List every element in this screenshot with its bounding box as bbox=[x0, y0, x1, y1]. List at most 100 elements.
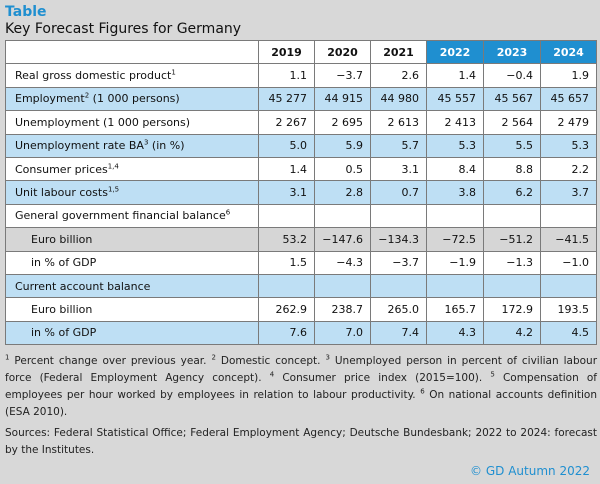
table-title: Table bbox=[5, 4, 47, 20]
cell-value: 2.2 bbox=[540, 156, 597, 182]
year-header: 2020 bbox=[314, 39, 371, 65]
table-row: Unit labour costs1,5 3.1 2.8 0.7 3.8 6.2… bbox=[5, 180, 597, 205]
cell-value: 8.4 bbox=[426, 156, 484, 182]
cell-value: −3.7 bbox=[370, 250, 427, 275]
table-row: Euro billion 262.9 238.7 265.0 165.7 172… bbox=[5, 297, 597, 322]
cell-value bbox=[483, 273, 541, 299]
cell-value: 45 277 bbox=[258, 86, 315, 112]
row-label: Unemployment (1 000 persons) bbox=[5, 110, 259, 135]
cell-value: 2 413 bbox=[426, 110, 484, 135]
cell-value: −72.5 bbox=[426, 227, 484, 252]
cell-value bbox=[258, 203, 315, 229]
row-label: Employment2 (1 000 persons) bbox=[5, 86, 259, 112]
copyright: © GD Autumn 2022 bbox=[470, 464, 590, 478]
forecast-year-header: 2022 bbox=[426, 39, 484, 65]
cell-value: 2 267 bbox=[258, 110, 315, 135]
cell-value: −3.7 bbox=[314, 63, 371, 88]
cell-value: 1.4 bbox=[258, 156, 315, 182]
cell-value: 53.2 bbox=[258, 227, 315, 252]
cell-value: 44 980 bbox=[370, 86, 427, 112]
cell-value: 5.9 bbox=[314, 133, 371, 158]
cell-value: 3.7 bbox=[540, 180, 597, 205]
cell-value: 5.3 bbox=[540, 133, 597, 158]
cell-value: −134.3 bbox=[370, 227, 427, 252]
cell-value: 0.5 bbox=[314, 156, 371, 182]
cell-value bbox=[426, 273, 484, 299]
row-label: Euro billion bbox=[5, 227, 259, 252]
cell-value: 238.7 bbox=[314, 297, 371, 322]
cell-value bbox=[314, 203, 371, 229]
row-label: Unit labour costs1,5 bbox=[5, 180, 259, 205]
cell-value bbox=[370, 203, 427, 229]
cell-value: −1.3 bbox=[483, 250, 541, 275]
row-label: in % of GDP bbox=[5, 320, 259, 346]
table-row-section: Current account balance bbox=[5, 273, 597, 299]
cell-value: 7.4 bbox=[370, 320, 427, 346]
cell-value: 45 557 bbox=[426, 86, 484, 112]
table-row: Unemployment (1 000 persons) 2 267 2 695… bbox=[5, 110, 597, 135]
cell-value: 1.4 bbox=[426, 63, 484, 88]
cell-value bbox=[426, 203, 484, 229]
cell-value: −4.3 bbox=[314, 250, 371, 275]
cell-value: 2.6 bbox=[370, 63, 427, 88]
cell-value bbox=[540, 273, 597, 299]
cell-value: 2 695 bbox=[314, 110, 371, 135]
cell-value: 44 915 bbox=[314, 86, 371, 112]
cell-value: 2 613 bbox=[370, 110, 427, 135]
cell-value: 4.3 bbox=[426, 320, 484, 346]
table-subtitle: Key Forecast Figures for Germany bbox=[5, 21, 242, 37]
table-row: in % of GDP 7.6 7.0 7.4 4.3 4.2 4.5 bbox=[5, 320, 597, 346]
cell-value: 7.0 bbox=[314, 320, 371, 346]
cell-value bbox=[370, 273, 427, 299]
cell-value: −41.5 bbox=[540, 227, 597, 252]
cell-value: 193.5 bbox=[540, 297, 597, 322]
cell-value: 172.9 bbox=[483, 297, 541, 322]
cell-value bbox=[314, 273, 371, 299]
cell-value bbox=[540, 203, 597, 229]
table-row-section: General government financial balance6 bbox=[5, 203, 597, 229]
cell-value: 1.1 bbox=[258, 63, 315, 88]
cell-value: 45 657 bbox=[540, 86, 597, 112]
cell-value: 8.8 bbox=[483, 156, 541, 182]
header-row: 2019 2020 2021 2022 2023 2024 bbox=[5, 39, 597, 65]
row-label: Euro billion bbox=[5, 297, 259, 322]
cell-value: −1.0 bbox=[540, 250, 597, 275]
table-row: Unemployment rate BA3 (in %) 5.0 5.9 5.7… bbox=[5, 133, 597, 158]
cell-value: 5.7 bbox=[370, 133, 427, 158]
row-label: Real gross domestic product1 bbox=[5, 63, 259, 88]
cell-value: −0.4 bbox=[483, 63, 541, 88]
cell-value: 3.8 bbox=[426, 180, 484, 205]
cell-value: 2.8 bbox=[314, 180, 371, 205]
table-row: in % of GDP 1.5 −4.3 −3.7 −1.9 −1.3 −1.0 bbox=[5, 250, 597, 275]
table-row: Employment2 (1 000 persons) 45 277 44 91… bbox=[5, 86, 597, 112]
row-label: Consumer prices1,4 bbox=[5, 156, 259, 182]
cell-value bbox=[258, 273, 315, 299]
table-row: Euro billion 53.2 −147.6 −134.3 −72.5 −5… bbox=[5, 227, 597, 252]
cell-value: 5.5 bbox=[483, 133, 541, 158]
cell-value: 6.2 bbox=[483, 180, 541, 205]
cell-value: −1.9 bbox=[426, 250, 484, 275]
cell-value: 0.7 bbox=[370, 180, 427, 205]
row-label: in % of GDP bbox=[5, 250, 259, 275]
cell-value: 265.0 bbox=[370, 297, 427, 322]
cell-value: 7.6 bbox=[258, 320, 315, 346]
cell-value: 165.7 bbox=[426, 297, 484, 322]
row-label: Current account balance bbox=[5, 273, 259, 299]
cell-value: 262.9 bbox=[258, 297, 315, 322]
footnotes: 1 Percent change over previous year. 2 D… bbox=[5, 353, 598, 418]
sources-note: Sources: Federal Statistical Office; Fed… bbox=[5, 427, 597, 456]
header-label-cell bbox=[5, 39, 259, 65]
cell-value: 2 479 bbox=[540, 110, 597, 135]
cell-value: 4.2 bbox=[483, 320, 541, 346]
cell-value: −147.6 bbox=[314, 227, 371, 252]
row-label: General government financial balance6 bbox=[5, 203, 259, 229]
forecast-year-header: 2023 bbox=[483, 39, 541, 65]
forecast-table: 2019 2020 2021 2022 2023 2024 Real gross… bbox=[5, 39, 597, 346]
row-label: Unemployment rate BA3 (in %) bbox=[5, 133, 259, 158]
cell-value: 4.5 bbox=[540, 320, 597, 346]
cell-value: 45 567 bbox=[483, 86, 541, 112]
cell-value: 5.3 bbox=[426, 133, 484, 158]
cell-value bbox=[483, 203, 541, 229]
table-row: Consumer prices1,4 1.4 0.5 3.1 8.4 8.8 2… bbox=[5, 156, 597, 182]
forecast-year-header: 2024 bbox=[540, 39, 597, 65]
